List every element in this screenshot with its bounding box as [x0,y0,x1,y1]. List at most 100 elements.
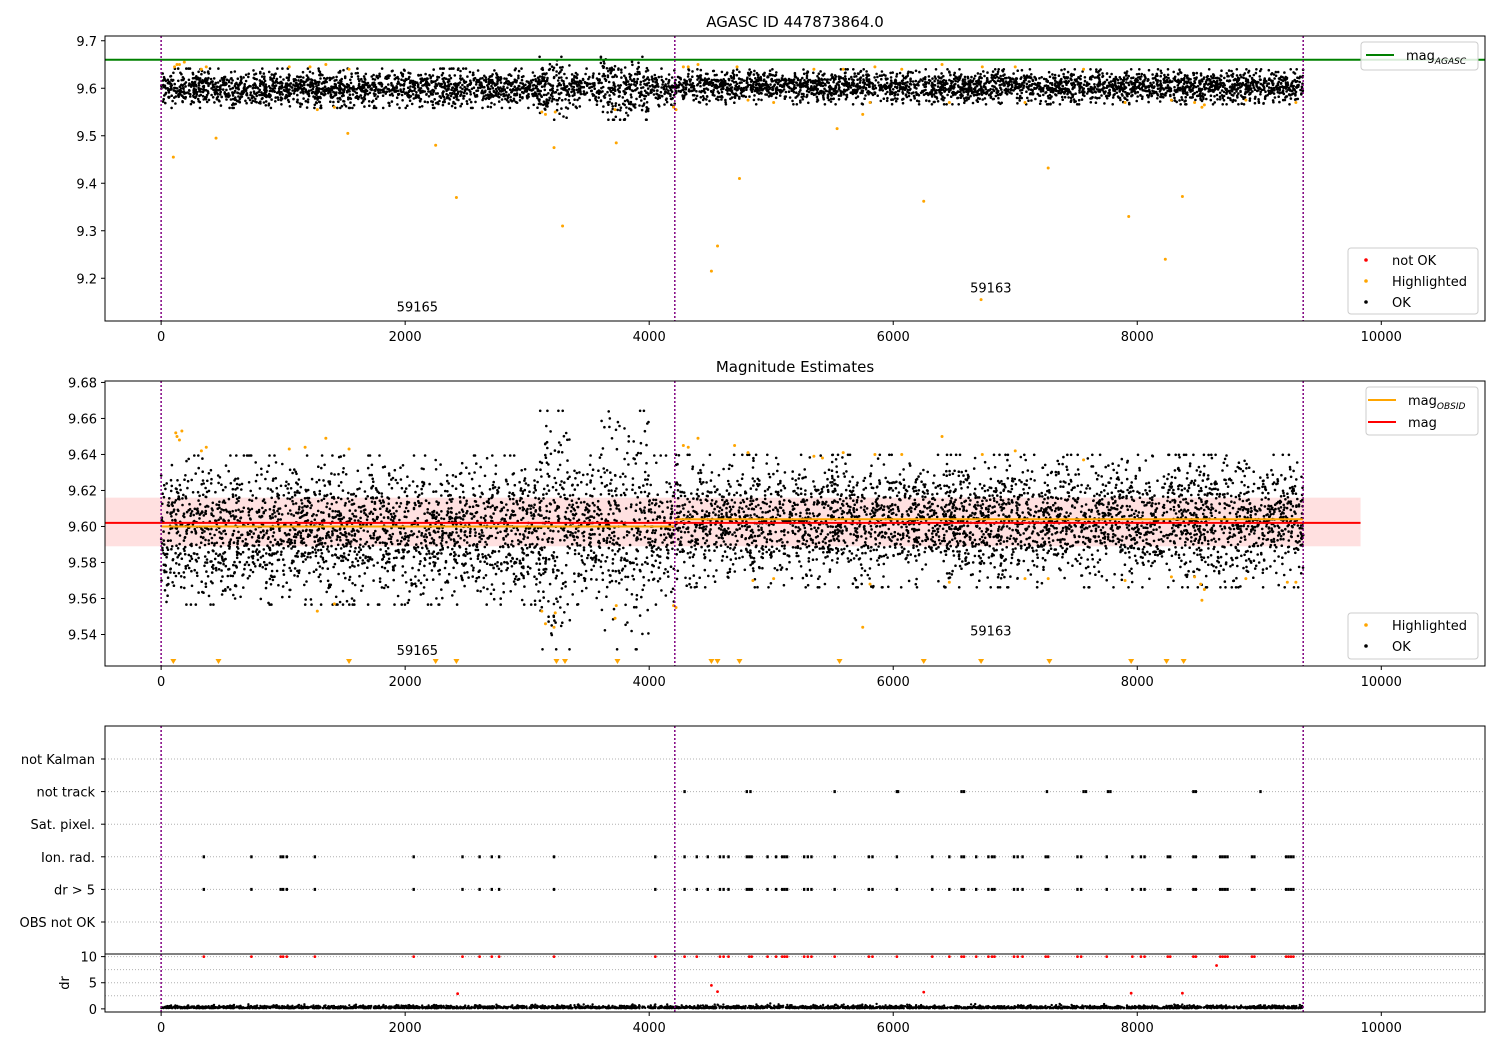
flag-marker [1253,855,1256,859]
flag-marker [745,887,749,891]
flag-marker [1106,790,1110,794]
dr-clipped-point [695,955,699,959]
y-tick-label: 9.7 [76,35,97,50]
flag-marker [1292,887,1295,891]
legend-label: OK [1392,296,1411,311]
flag-marker [802,855,806,859]
highlighted-point [686,445,690,449]
highlighted-point [873,65,877,69]
dr-clipped-point [974,955,978,959]
flag-marker [1105,855,1108,859]
flag-marker [1044,855,1047,859]
dr-clipped-point [810,955,813,959]
dr-not-ok-point [710,983,713,987]
dr-clipped-point [1250,955,1254,959]
flag-marker [1105,887,1108,891]
highlighted-point [1200,105,1204,109]
flag-marker [871,855,874,859]
legend-label: Highlighted [1392,275,1467,290]
flag-marker [1223,887,1227,891]
dr-clipped-point [895,955,899,959]
highlighted-point [614,604,618,608]
highlighted-point [553,110,557,114]
dr-clipped-point [1218,955,1222,959]
dr-clipped-point [1105,955,1109,959]
flag-marker [1250,887,1254,891]
dr-clipped-point [833,955,837,959]
flag-marker [1226,887,1229,891]
highlighted-point [1082,67,1086,71]
offscale-marker [1163,659,1170,664]
highlighted-point [737,177,741,180]
x-tick-label: 2000 [389,1021,422,1036]
dr-panel: 0 2000 4000 6000 8000 10000 0 5 10 dr [58,951,1486,1036]
x-tick-label: 0 [157,675,165,690]
highlighted-point [173,65,177,69]
flag-marker [1139,887,1143,891]
flag-marker [695,855,698,859]
dr-not-ok-point [922,990,926,994]
offscale-marker [708,659,715,664]
flag-marker [281,887,285,891]
offscale-marker [346,659,353,664]
dr-clipped-point [1076,955,1079,959]
flag-marker [833,855,836,859]
flag-marker [1016,887,1019,891]
flag-marker [1219,887,1222,891]
flag-marker [810,855,813,859]
highlighted-point [1169,575,1173,579]
x-tick-label: 8000 [1121,675,1154,690]
highlighted-point [1244,98,1248,102]
observation-label: 59165 [397,644,438,659]
flag-marker [1287,887,1290,891]
dr-clipped-point [774,955,778,959]
flag-marker [1292,855,1295,859]
dr-clipped-point [1191,955,1195,959]
flag-marker [806,855,810,859]
highlighted-point [303,445,307,449]
highlighted-point [552,625,556,629]
highlighted-point [868,582,872,586]
flag-marker [987,855,990,859]
flag-marker [766,855,769,859]
dr-clipped-point [867,955,871,959]
flag-marker [654,855,657,859]
dr-clipped-point [718,955,722,959]
x-tick-label: 2000 [389,675,422,690]
offscale-marker [714,659,721,664]
flag-marker [202,855,206,859]
flag-marker [1284,855,1288,859]
highlighted-point [709,269,713,273]
dr-clipped-point [766,955,769,959]
dr-clipped-point [727,955,730,959]
dr-clipped-point [990,955,994,959]
highlighted-point [543,112,547,116]
flag-marker [895,790,899,794]
dr-clipped-point [871,955,874,959]
highlighted-point [1294,101,1298,104]
flag-category-label: not Kalman [21,753,95,768]
highlighted-point [1046,577,1050,581]
highlighted-point [841,451,845,455]
highlighted-point [552,146,556,150]
highlighted-point [861,112,865,116]
highlighted-point [204,65,208,69]
y-tick-label: 9.2 [76,272,97,287]
y-tick-label: 0 [89,1003,97,1018]
middle-chart-title: Magnitude Estimates [716,358,874,376]
highlighted-point [182,60,186,64]
highlighted-point [332,602,336,606]
flag-marker [683,855,686,859]
highlighted-point [174,431,178,435]
dr-clipped-point [490,955,494,959]
offscale-marker [170,659,177,664]
dr-clipped-point [750,955,754,959]
legend-point-swatch [1364,279,1368,283]
flag-marker [774,855,778,859]
highlighted-point [199,449,203,453]
flag-marker [960,855,963,859]
flag-marker [1109,790,1112,794]
flag-marker [683,887,686,891]
highlighted-point [1199,582,1203,586]
flags-panel: OBS not OK dr > 5 Ion. rad. Sat. pixel. not … [20,725,1486,955]
